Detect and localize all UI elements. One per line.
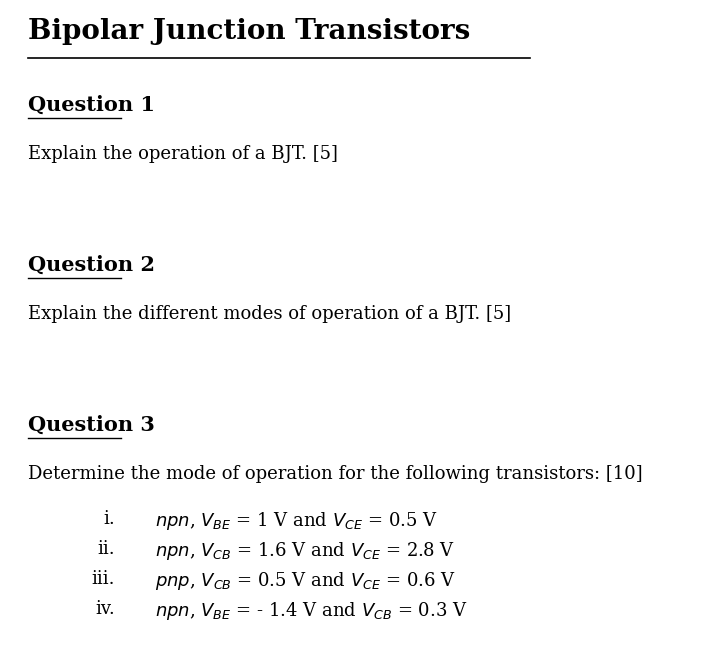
- Text: $\mathit{pnp}$, $V_{\mathit{CB}}$ = 0.5 V and $V_{\mathit{CE}}$ = 0.6 V: $\mathit{pnp}$, $V_{\mathit{CB}}$ = 0.5 …: [155, 570, 456, 592]
- Text: iii.: iii.: [91, 570, 115, 588]
- Text: $\mathit{npn}$, $V_{\mathit{BE}}$ = 1 V and $V_{\mathit{CE}}$ = 0.5 V: $\mathit{npn}$, $V_{\mathit{BE}}$ = 1 V …: [155, 510, 438, 532]
- Text: $\mathit{npn}$, $V_{\mathit{CB}}$ = 1.6 V and $V_{\mathit{CE}}$ = 2.8 V: $\mathit{npn}$, $V_{\mathit{CB}}$ = 1.6 …: [155, 540, 455, 562]
- Text: Determine the mode of operation for the following transistors: [10]: Determine the mode of operation for the …: [28, 465, 642, 483]
- Text: Explain the operation of a BJT. [5]: Explain the operation of a BJT. [5]: [28, 145, 338, 163]
- Text: iv.: iv.: [95, 600, 115, 618]
- Text: Bipolar Junction Transistors: Bipolar Junction Transistors: [28, 18, 470, 45]
- Text: ii.: ii.: [98, 540, 115, 558]
- Text: Question 3: Question 3: [28, 415, 155, 435]
- Text: Question 2: Question 2: [28, 255, 155, 275]
- Text: i.: i.: [103, 510, 115, 528]
- Text: Explain the different modes of operation of a BJT. [5]: Explain the different modes of operation…: [28, 305, 511, 323]
- Text: $\mathit{npn}$, $V_{\mathit{BE}}$ = - 1.4 V and $V_{\mathit{CB}}$ = 0.3 V: $\mathit{npn}$, $V_{\mathit{BE}}$ = - 1.…: [155, 600, 468, 622]
- Text: Question 1: Question 1: [28, 95, 155, 115]
